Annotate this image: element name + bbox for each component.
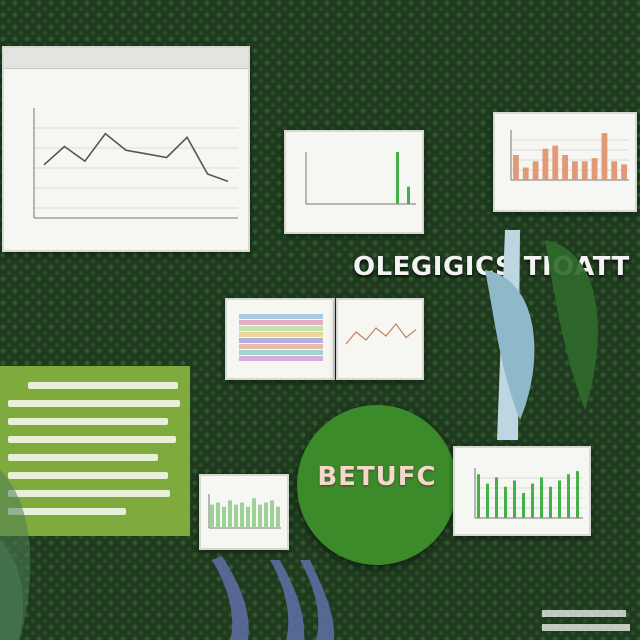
heatmap-row: [239, 332, 323, 337]
text-line: [8, 400, 180, 407]
bar: [591, 158, 598, 180]
bar: [567, 474, 570, 518]
line-chart: [33, 108, 238, 219]
series-line: [43, 132, 229, 183]
corner-logo: [542, 610, 630, 631]
bar: [258, 504, 262, 528]
green-bar-chart-card-large: [453, 446, 591, 536]
line-chart-window: [2, 46, 250, 252]
text-line: [8, 508, 126, 515]
bar: [522, 167, 529, 180]
bar: [396, 152, 399, 204]
bar: [495, 477, 498, 518]
heatmap-row: [239, 344, 323, 349]
circle-word: BETUFC: [317, 462, 437, 492]
spike-bar-chart: [305, 152, 416, 205]
bar: [601, 133, 608, 180]
heatmap-chart: [239, 314, 323, 361]
salmon-bar-chart-card: [493, 112, 637, 212]
window-titlebar: [4, 48, 248, 69]
heatmap-row: [239, 338, 323, 343]
heatmap-row: [239, 350, 323, 355]
text-line: [8, 418, 168, 425]
small-line-chart: [345, 323, 417, 345]
bar: [531, 483, 534, 518]
spike-bar-chart-card: [284, 130, 424, 234]
green-bar-chart-large: [474, 468, 583, 519]
bar: [407, 186, 410, 204]
heatmap-card: [225, 298, 335, 380]
bar: [264, 502, 268, 528]
bar: [572, 161, 578, 180]
bar: [486, 483, 489, 518]
small-line-chart-card: [336, 298, 424, 380]
text-line: [8, 472, 168, 479]
bar: [210, 504, 214, 528]
green-circle: [297, 405, 457, 565]
bar: [581, 161, 588, 180]
bar: [611, 161, 618, 180]
bar: [513, 480, 516, 518]
headline: OLEGIGICS TIOATT: [353, 252, 630, 282]
green-text-panel: [0, 366, 190, 536]
heatmap-row: [239, 326, 323, 331]
bar: [621, 164, 627, 180]
bar: [228, 500, 232, 528]
text-line: [8, 454, 158, 461]
green-bar-chart-small: [208, 494, 281, 529]
bar: [513, 155, 519, 180]
text-line: [8, 436, 176, 443]
salmon-bar-chart: [510, 130, 629, 181]
text-line: [28, 382, 178, 389]
blue-plant: [212, 556, 335, 640]
bar: [542, 148, 549, 180]
bar: [522, 493, 525, 518]
bar: [532, 161, 539, 180]
bar: [558, 480, 561, 518]
bar: [216, 502, 220, 528]
heatmap-row: [239, 314, 323, 319]
bar: [252, 498, 256, 528]
bar: [477, 474, 480, 518]
green-bar-chart-card-small: [199, 474, 289, 550]
bar: [504, 486, 507, 518]
bar: [540, 477, 543, 518]
series-line: [345, 323, 417, 345]
bar: [240, 502, 244, 528]
bar: [270, 500, 274, 528]
bar: [549, 486, 552, 518]
heatmap-row: [239, 356, 323, 361]
text-line: [8, 490, 170, 497]
bar: [276, 506, 280, 528]
bar: [234, 504, 238, 528]
bar: [222, 506, 226, 528]
bar: [576, 471, 579, 518]
heatmap-row: [239, 320, 323, 325]
bar: [562, 155, 568, 180]
bar: [552, 145, 559, 180]
bar: [246, 506, 250, 528]
